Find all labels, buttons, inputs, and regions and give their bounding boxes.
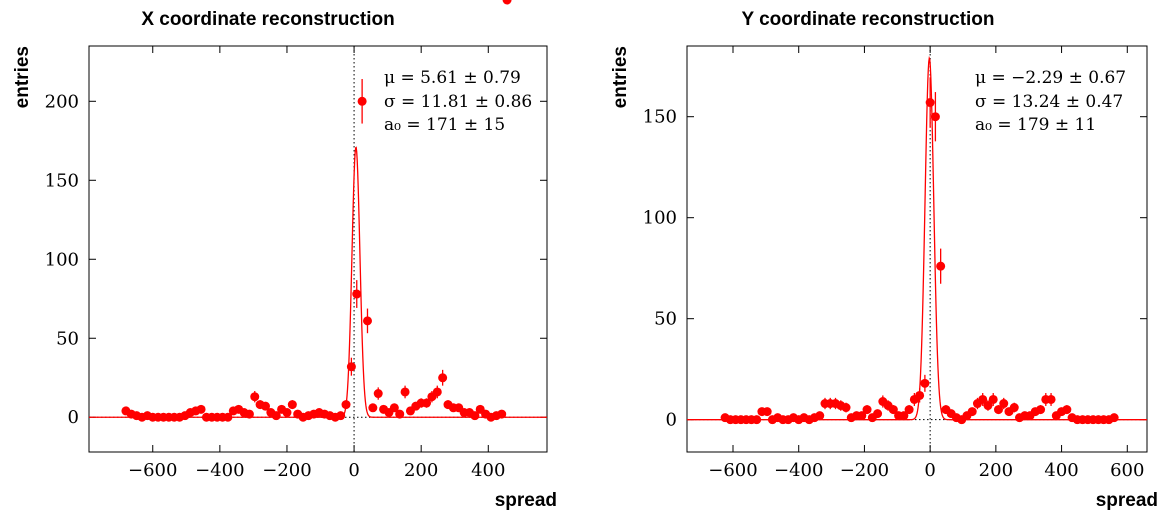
y-tick-label: 0 (666, 410, 677, 431)
annotation-mu: μ = 5.61 ± 0.79 (384, 68, 521, 88)
data-point (352, 289, 362, 299)
data-point (271, 411, 281, 421)
chart-x-reconstruction: X coordinate reconstruction spread entri… (12, 0, 557, 511)
data-point (988, 394, 998, 404)
annotation-sigma: σ = 11.81 ± 0.86 (384, 92, 532, 112)
data-point (815, 411, 825, 421)
y-tick-label: 150 (643, 107, 677, 128)
y-tick-label: 0 (68, 407, 79, 428)
fit-curve (89, 146, 547, 418)
data-point (936, 261, 946, 271)
data-point (400, 387, 410, 397)
x-tick-label: 0 (924, 460, 935, 481)
x-axis-label: spread (1096, 490, 1158, 511)
x-tick-label: 200 (404, 460, 438, 481)
data-point (1036, 405, 1046, 415)
data-point (432, 387, 442, 397)
data-point (282, 408, 292, 418)
data-point (993, 405, 1003, 415)
x-tick-label: −200 (262, 460, 311, 481)
annotations: μ = 5.61 ± 0.79 σ = 11.81 ± 0.86 a₀ = 17… (384, 68, 532, 135)
data-point (373, 389, 383, 399)
data-point (925, 98, 935, 108)
x-axis-label: spread (495, 490, 557, 511)
data-point (762, 407, 772, 417)
data-point (1062, 405, 1072, 415)
x-tick-label: −200 (840, 460, 889, 481)
data-point (1009, 403, 1019, 413)
annotation-amplitude: a₀ = 171 ± 15 (384, 115, 505, 135)
data-point (752, 415, 762, 425)
annotations: μ = −2.29 ± 0.67 σ = 13.24 ± 0.47 a₀ = 1… (975, 68, 1126, 135)
data-point (341, 400, 351, 410)
plot-frame (686, 45, 1148, 453)
data-point (250, 392, 260, 402)
data-point (888, 405, 898, 415)
data-point (336, 411, 346, 421)
data-point (438, 373, 448, 383)
data-point (920, 378, 930, 388)
x-tick-label: 400 (1044, 460, 1078, 481)
data-point (857, 411, 867, 421)
data-point (967, 407, 977, 417)
chart-title: X coordinate reconstruction (141, 9, 394, 30)
y-tick-label: 100 (45, 249, 79, 270)
data-point (904, 405, 914, 415)
x-tick-label: −400 (774, 460, 823, 481)
data-point (422, 398, 432, 408)
data-point (1046, 394, 1056, 404)
data-point (873, 409, 883, 419)
data-point (930, 112, 940, 122)
y-tick-label: 200 (45, 91, 79, 112)
y-tick-label: 50 (654, 309, 677, 330)
data-point (223, 412, 233, 422)
chart-title: Y coordinate reconstruction (741, 9, 994, 30)
annotation-sigma: σ = 13.24 ± 0.47 (975, 92, 1123, 112)
x-tick-label: −400 (195, 460, 244, 481)
annotation-amplitude: a₀ = 179 ± 11 (975, 115, 1096, 135)
x-tick-label: −600 (128, 460, 177, 481)
x-tick-label: 0 (348, 460, 359, 481)
y-tick-label: 100 (643, 208, 677, 229)
data-point (497, 409, 507, 419)
x-tick-label: −600 (708, 460, 757, 481)
data-point (362, 316, 372, 326)
data-point (841, 403, 851, 413)
data-point (357, 96, 367, 106)
data-point (244, 409, 254, 419)
data-point (368, 403, 378, 413)
y-tick-label: 50 (56, 328, 79, 349)
data-point (1109, 413, 1119, 423)
x-tick-label: 600 (1110, 460, 1144, 481)
data-point (862, 405, 872, 415)
y-tick-label: 150 (45, 170, 79, 191)
x-tick-label: 200 (979, 460, 1013, 481)
data-point (999, 399, 1009, 409)
data-point (395, 409, 405, 419)
data-point (287, 400, 297, 410)
data-point (389, 403, 399, 413)
data-point (196, 404, 206, 414)
data-point (260, 401, 270, 411)
data-point (983, 401, 993, 411)
y-axis-label: entries (12, 46, 33, 108)
chart-y-reconstruction: Y coordinate reconstruction spread entri… (610, 9, 1158, 511)
data-point (915, 390, 925, 400)
fit-curve (687, 55, 1147, 421)
plot-frame (88, 45, 548, 453)
x-tick-label: 400 (471, 460, 505, 481)
data-point (502, 0, 512, 5)
data-point (899, 411, 909, 421)
data-point (978, 394, 988, 404)
y-axis-label: entries (610, 46, 631, 108)
data-point (346, 362, 356, 372)
data-point (470, 411, 480, 421)
annotation-mu: μ = −2.29 ± 0.67 (975, 68, 1126, 88)
